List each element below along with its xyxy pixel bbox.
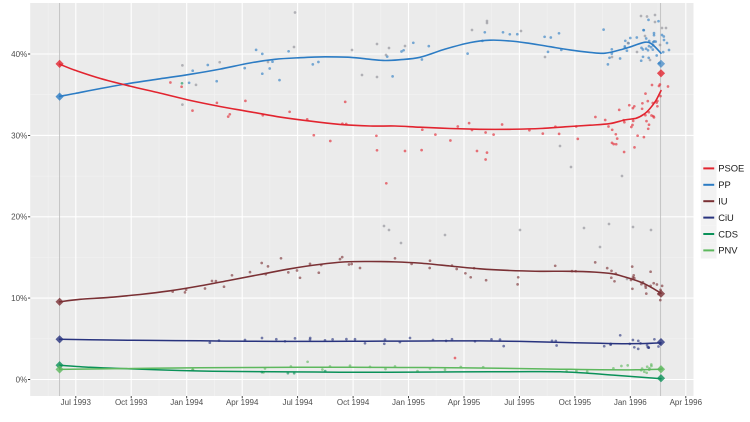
svg-text:Jul 1994: Jul 1994 — [282, 398, 313, 407]
svg-text:Jan 1994: Jan 1994 — [170, 398, 203, 407]
svg-text:Oct 1993: Oct 1993 — [115, 398, 148, 407]
svg-text:30%: 30% — [11, 131, 27, 140]
svg-text:CDS: CDS — [718, 228, 738, 239]
svg-text:10%: 10% — [11, 294, 27, 303]
svg-text:Jul 1995: Jul 1995 — [504, 398, 535, 407]
svg-text:Apr 1996: Apr 1996 — [670, 398, 703, 407]
svg-text:20%: 20% — [11, 213, 27, 222]
svg-text:PSOE: PSOE — [718, 163, 744, 174]
svg-text:Oct 1994: Oct 1994 — [337, 398, 370, 407]
svg-text:Jan 1996: Jan 1996 — [614, 398, 647, 407]
svg-text:PP: PP — [718, 179, 731, 190]
svg-text:IU: IU — [718, 196, 728, 207]
svg-text:Jul 1993: Jul 1993 — [61, 398, 92, 407]
svg-text:Jan 1995: Jan 1995 — [392, 398, 425, 407]
svg-text:40%: 40% — [11, 50, 27, 59]
svg-text:Oct 1995: Oct 1995 — [559, 398, 592, 407]
svg-text:Apr 1994: Apr 1994 — [226, 398, 259, 407]
svg-text:PNV: PNV — [718, 245, 738, 256]
svg-text:CiU: CiU — [718, 212, 734, 223]
svg-text:0%: 0% — [16, 375, 28, 384]
svg-text:Apr 1995: Apr 1995 — [448, 398, 481, 407]
